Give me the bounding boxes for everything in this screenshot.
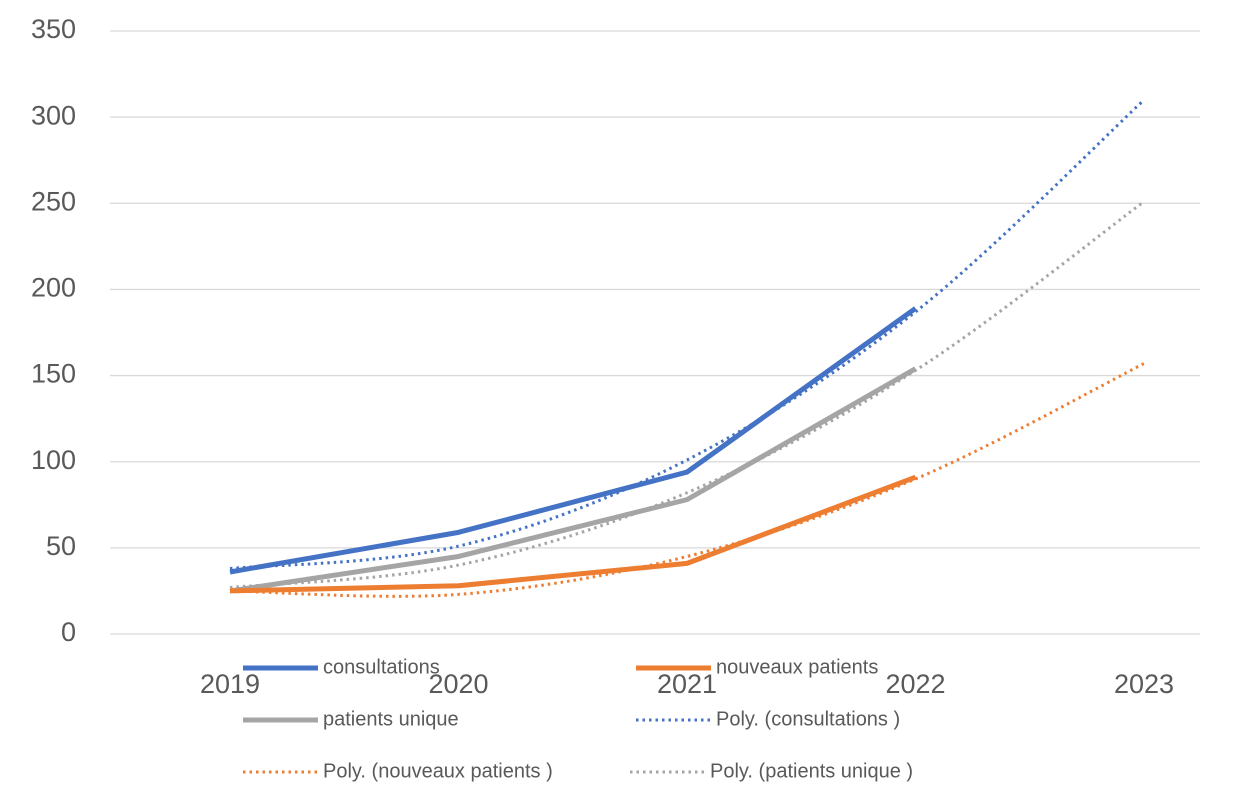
series-line: [229, 474, 917, 594]
y-tick-label: 300: [31, 100, 76, 130]
x-tick-label: 2020: [428, 669, 488, 699]
legend-label: Poly. (patients unique ): [710, 760, 913, 782]
legend-label: nouveaux patients: [716, 656, 878, 678]
x-tick-label: 2022: [885, 669, 945, 699]
legend-label: consultations: [323, 656, 440, 678]
y-tick-label: 0: [61, 617, 76, 647]
legend-label: Poly. (consultations ): [716, 708, 900, 730]
x-tick-label: 2023: [1114, 669, 1174, 699]
x-tick-label: 2021: [657, 669, 717, 699]
y-tick-label: 200: [31, 273, 76, 303]
y-tick-label: 350: [31, 14, 76, 44]
y-tick-label: 250: [31, 186, 76, 216]
y-tick-label: 150: [31, 359, 76, 389]
legend-label: Poly. (nouveaux patients ): [323, 760, 553, 782]
series-line: [229, 366, 917, 594]
x-tick-label: 2019: [200, 669, 260, 699]
series-line: [229, 306, 917, 575]
series-line: [229, 200, 1145, 589]
legend-label: patients unique: [323, 708, 459, 730]
y-tick-label: 50: [46, 531, 76, 561]
y-tick-label: 100: [31, 445, 76, 475]
series-line: [229, 98, 1146, 571]
